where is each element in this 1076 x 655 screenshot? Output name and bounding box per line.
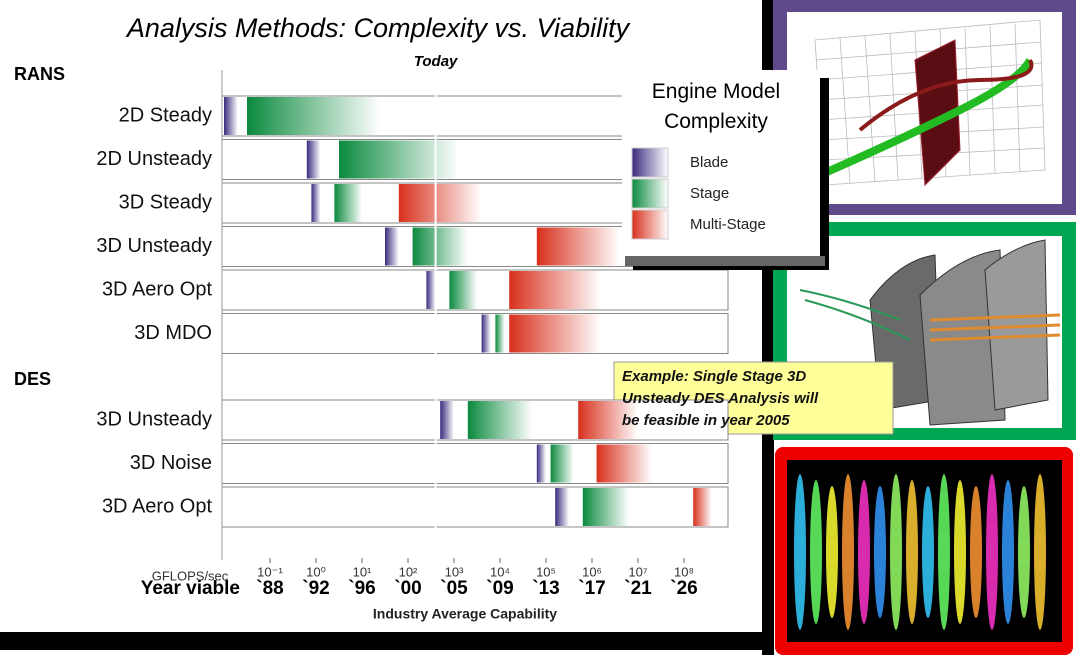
segment (509, 271, 601, 309)
segment (597, 445, 652, 483)
year-tick-label: `92 (302, 578, 329, 599)
segment (385, 228, 399, 266)
row-label: 3D Aero Opt (102, 278, 213, 300)
group-label: RANS (14, 64, 65, 84)
year-tick-label: `00 (394, 578, 421, 599)
year-tick-label: `96 (348, 578, 375, 599)
segment (551, 445, 574, 483)
year-tick-label: `88 (256, 578, 283, 599)
row-label: 3D MDO (134, 322, 212, 344)
segment (311, 184, 320, 222)
image-multistage (775, 447, 1073, 655)
legend-swatch (632, 148, 668, 177)
today-label: Today (414, 53, 458, 70)
legend-label: Stage (690, 185, 729, 202)
legend-swatch (632, 210, 668, 239)
row-label: 3D Unsteady (96, 235, 212, 257)
segment (495, 315, 504, 353)
row-box (222, 444, 728, 484)
segment (307, 141, 321, 179)
bottom-bar (0, 632, 770, 650)
segment (482, 315, 491, 353)
row-label: 3D Aero Opt (102, 495, 213, 517)
callout-text: Example: Single Stage 3D (622, 368, 806, 385)
segment (334, 184, 362, 222)
legend-label: Multi-Stage (690, 216, 766, 233)
chart-title: Analysis Methods: Complexity vs. Viabili… (125, 13, 631, 43)
row-box (222, 314, 728, 354)
segment (537, 445, 546, 483)
row-label: 2D Steady (119, 104, 212, 126)
callout-text: be feasible in year 2005 (622, 412, 790, 429)
row-label: 3D Unsteady (96, 408, 212, 430)
legend-swatch (632, 179, 668, 208)
segment (440, 401, 454, 439)
segment (426, 271, 435, 309)
year-tick-label: `13 (532, 578, 559, 599)
segment (399, 184, 482, 222)
segment (537, 228, 620, 266)
year-tick-label: `26 (670, 578, 697, 599)
year-tick-label: `17 (578, 578, 605, 599)
segment (413, 228, 468, 266)
slide: Analysis Methods: Complexity vs. Viabili… (0, 0, 1076, 655)
segment (509, 315, 601, 353)
segment (339, 141, 459, 179)
row-label: 2D Unsteady (96, 148, 212, 170)
segment (583, 488, 629, 526)
segment (555, 488, 569, 526)
year-axis-label: Year viable (141, 578, 240, 599)
row-label: 3D Steady (119, 191, 212, 213)
legend-label: Blade (690, 154, 728, 171)
row-box (222, 487, 728, 527)
callout-text: Unsteady DES Analysis will (622, 390, 819, 407)
legend-shadow-bottom (625, 256, 825, 266)
year-tick-label: `05 (440, 578, 468, 599)
row-label: 3D Noise (130, 452, 212, 474)
segment (224, 97, 238, 135)
segment (468, 401, 532, 439)
year-tick-label: `09 (486, 578, 513, 599)
year-tick-label: `21 (624, 578, 652, 599)
group-label: DES (14, 369, 51, 389)
segment (693, 488, 711, 526)
segment (247, 97, 380, 135)
x-caption: Industry Average Capability (373, 606, 557, 622)
segment (449, 271, 477, 309)
